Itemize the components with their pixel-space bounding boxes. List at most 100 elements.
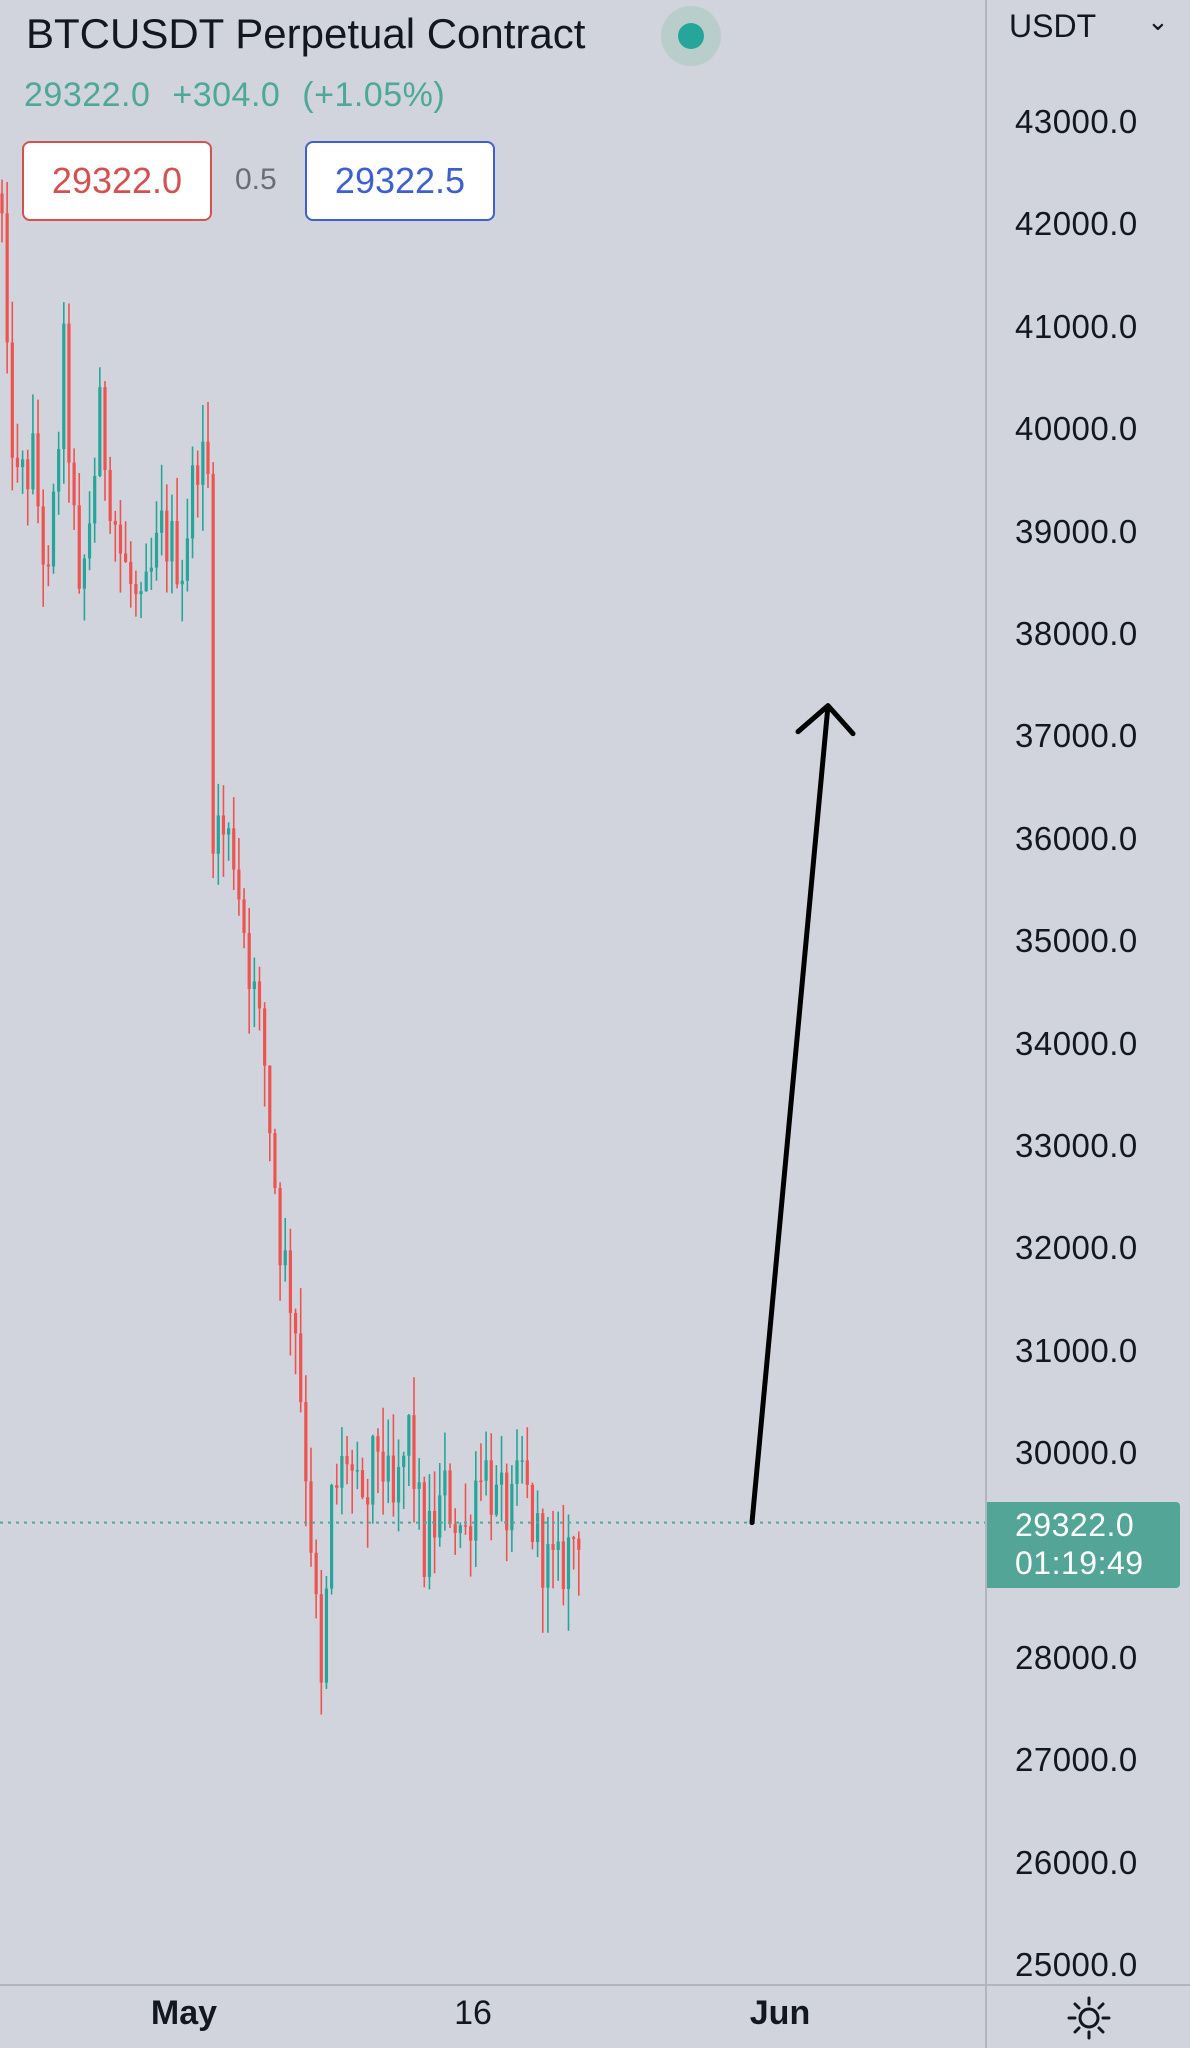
candle-body bbox=[98, 387, 102, 477]
candle-body bbox=[175, 520, 179, 585]
candle bbox=[175, 477, 179, 589]
price-tick-label: 41000.0 bbox=[1015, 307, 1138, 345]
candle bbox=[505, 1463, 509, 1562]
candle-body bbox=[396, 1467, 401, 1503]
candle-body bbox=[572, 1537, 576, 1539]
candle bbox=[407, 1413, 411, 1486]
candle bbox=[515, 1429, 519, 1506]
price-tick-label: 25000.0 bbox=[1015, 1946, 1138, 1984]
candle bbox=[299, 1288, 303, 1413]
candle-body bbox=[293, 1312, 298, 1334]
candle bbox=[412, 1377, 416, 1523]
candle bbox=[57, 431, 61, 515]
currency-selector[interactable]: USDT bbox=[1009, 8, 1097, 44]
candle bbox=[396, 1439, 401, 1532]
settings-sun-icon[interactable] bbox=[1067, 1996, 1111, 2040]
price-tick-label: 27000.0 bbox=[1015, 1741, 1138, 1779]
candle-body bbox=[113, 520, 117, 525]
chevron-down-icon[interactable]: ⌄ bbox=[1147, 6, 1169, 36]
candle bbox=[15, 423, 20, 483]
time-axis[interactable]: May 16 Jun bbox=[0, 1984, 985, 2048]
candle bbox=[149, 537, 153, 590]
candle-body bbox=[67, 323, 71, 463]
price-tick-label: 28000.0 bbox=[1015, 1639, 1138, 1676]
candle-body bbox=[561, 1541, 565, 1589]
candle-body bbox=[345, 1456, 349, 1465]
buy-button[interactable]: 29322.5 bbox=[305, 141, 495, 221]
candle bbox=[499, 1435, 504, 1522]
candle-body bbox=[335, 1485, 339, 1488]
candle-body bbox=[360, 1470, 365, 1498]
annotation-layer[interactable] bbox=[0, 0, 985, 1984]
candle-body bbox=[165, 510, 169, 562]
candle bbox=[288, 1228, 292, 1356]
candle bbox=[31, 394, 35, 495]
candle-body bbox=[510, 1483, 514, 1531]
candle bbox=[41, 489, 45, 607]
candle-body bbox=[422, 1482, 426, 1577]
market-status-indicator[interactable] bbox=[661, 6, 721, 66]
candle bbox=[185, 498, 189, 592]
candle-body bbox=[566, 1537, 571, 1589]
candle bbox=[232, 797, 236, 891]
candle bbox=[360, 1457, 365, 1500]
candle-body bbox=[26, 459, 30, 490]
candle-body bbox=[463, 1525, 468, 1527]
candle-body bbox=[268, 1065, 272, 1134]
chart-area[interactable]: BTCUSDT Perpetual Contract 29322.0 +304.… bbox=[0, 0, 985, 1984]
candle bbox=[546, 1517, 550, 1633]
status-dot-icon bbox=[678, 23, 704, 49]
candle-body bbox=[304, 1402, 308, 1482]
candle-body bbox=[412, 1415, 416, 1489]
price-tick-label: 39000.0 bbox=[1015, 512, 1138, 550]
candle-body bbox=[221, 815, 226, 835]
candle bbox=[10, 301, 14, 491]
candle-body bbox=[438, 1495, 442, 1538]
candle bbox=[376, 1428, 380, 1494]
candle bbox=[124, 521, 128, 563]
candle-body bbox=[489, 1460, 493, 1515]
symbol-title[interactable]: BTCUSDT Perpetual Contract bbox=[26, 10, 586, 57]
price-tick-label: 36000.0 bbox=[1015, 819, 1138, 857]
candle bbox=[278, 1182, 282, 1301]
price-change-percent: (+1.05%) bbox=[302, 76, 446, 114]
price-tick-label: 31000.0 bbox=[1015, 1331, 1138, 1369]
bar-countdown: 01:19:49 bbox=[1015, 1545, 1144, 1581]
time-label-jun: Jun bbox=[749, 1994, 811, 2032]
candle bbox=[206, 402, 210, 488]
candle bbox=[103, 381, 107, 501]
price-tick-label: 35000.0 bbox=[1015, 922, 1138, 960]
candle bbox=[247, 907, 251, 1034]
chart-settings-corner[interactable] bbox=[985, 1984, 1190, 2048]
candle bbox=[561, 1504, 565, 1606]
candle-body bbox=[433, 1510, 437, 1538]
candle-body bbox=[314, 1552, 318, 1595]
candle bbox=[72, 448, 76, 531]
candle-body bbox=[5, 213, 9, 343]
candle bbox=[118, 499, 123, 593]
candle bbox=[494, 1465, 498, 1517]
candle bbox=[556, 1511, 560, 1581]
spread-value: 0.5 bbox=[235, 163, 277, 196]
candle bbox=[381, 1407, 385, 1515]
candle-body bbox=[134, 584, 138, 595]
candle bbox=[26, 449, 30, 526]
candle bbox=[453, 1508, 457, 1555]
price-tick-label: 40000.0 bbox=[1015, 410, 1138, 448]
candle-body bbox=[350, 1464, 354, 1471]
candle-body bbox=[170, 520, 174, 562]
candle bbox=[443, 1432, 447, 1531]
sell-button[interactable]: 29322.0 bbox=[22, 141, 212, 221]
candle-body bbox=[505, 1472, 509, 1531]
price-axis[interactable]: USDT ⌄ 43000.0 42000.0 41000.0 40000.0 39000… bbox=[985, 0, 1190, 1984]
candle-body bbox=[77, 505, 81, 589]
candle-body bbox=[51, 491, 56, 567]
candle bbox=[21, 450, 25, 494]
candle-body bbox=[21, 459, 25, 468]
candle-body bbox=[355, 1470, 359, 1472]
candle-body bbox=[206, 441, 210, 474]
candle-body bbox=[556, 1541, 560, 1550]
candle bbox=[211, 462, 215, 879]
candle bbox=[190, 446, 195, 559]
arrow-annotation[interactable] bbox=[749, 703, 856, 1526]
